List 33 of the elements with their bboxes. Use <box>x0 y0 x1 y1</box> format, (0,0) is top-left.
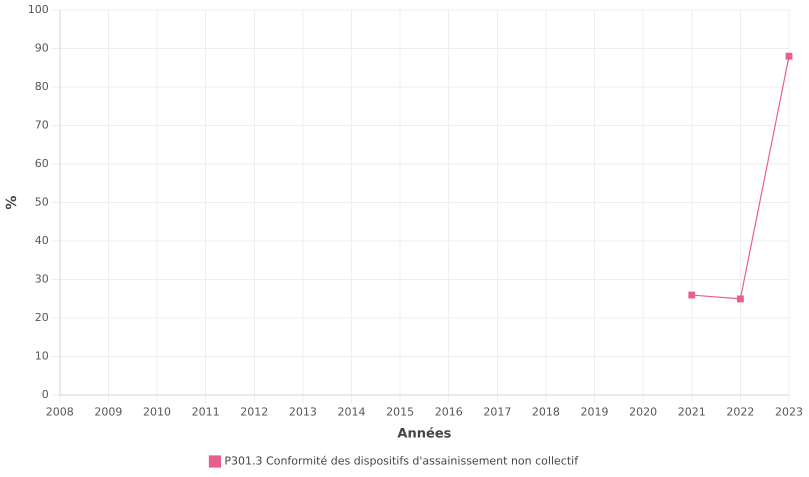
x-tick-label: 2016 <box>434 406 463 419</box>
y-axis-title: % <box>4 196 20 210</box>
x-tick-label: 2021 <box>678 406 706 419</box>
x-tick-label: 2013 <box>288 406 317 419</box>
x-tick-label: 2010 <box>143 406 172 419</box>
x-tick-label: 2020 <box>629 406 658 419</box>
x-tick-label: 2012 <box>240 406 268 419</box>
y-tick-label: 30 <box>34 272 49 286</box>
point <box>688 292 696 298</box>
legend-label: P301.3 Conformité des dispositifs d'assainissement non collectif <box>224 454 580 468</box>
x-tick-label: 2017 <box>483 406 512 419</box>
y-tick-label: 70 <box>34 118 49 132</box>
y-tick-label: 0 <box>42 388 49 402</box>
x-tick-label: 2015 <box>386 406 414 419</box>
x-tick-label: 2023 <box>775 406 803 419</box>
y-tick-label: 50 <box>34 195 49 208</box>
x-tick-label: 2009 <box>94 406 122 419</box>
x-tick-label: 2019 <box>580 406 609 419</box>
point <box>786 52 792 60</box>
y-tick-label: 20 <box>34 311 49 324</box>
y-tick-label: 80 <box>34 80 49 93</box>
y-tick-label: 90 <box>34 41 49 54</box>
y-tick-label: 10 <box>34 350 49 363</box>
y-tick-label: 100 <box>28 2 49 16</box>
point <box>736 295 744 302</box>
x-tick-label: 2018 <box>532 406 560 419</box>
x-tick-label: 2022 <box>726 406 754 419</box>
y-tick-label: 60 <box>34 156 49 170</box>
y-tick-label: 40 <box>34 234 49 247</box>
x-tick-label: 2014 <box>337 406 366 419</box>
x-tick-label: 2008 <box>46 406 74 419</box>
x-axis-title: Années <box>397 426 452 442</box>
x-tick-label: 2011 <box>192 406 220 419</box>
